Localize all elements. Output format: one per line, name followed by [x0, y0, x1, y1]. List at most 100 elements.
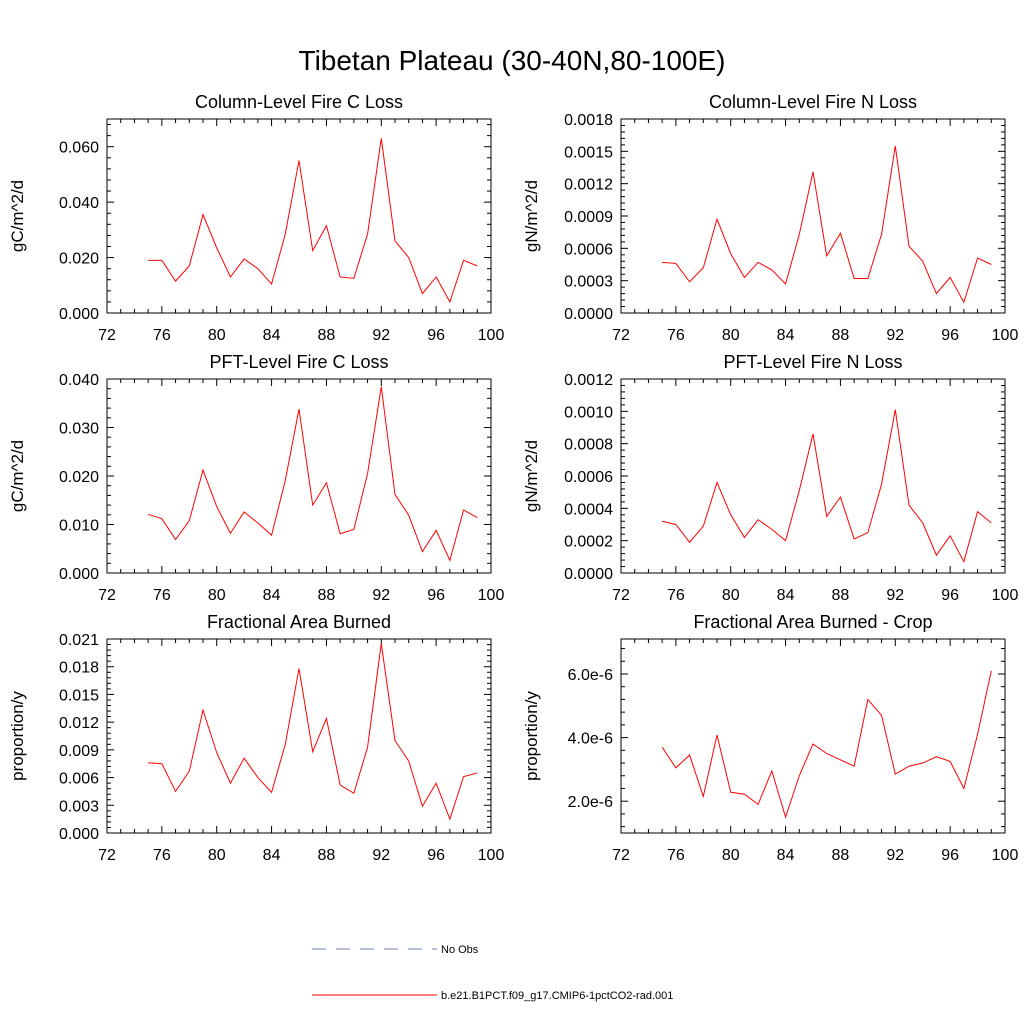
- x-tick-label: 80: [722, 847, 740, 864]
- y-tick-label: 0.0000: [564, 566, 613, 583]
- panel-title: Column-Level Fire C Loss: [195, 92, 403, 112]
- x-tick-label: 96: [427, 327, 445, 344]
- y-tick-label: 0.021: [59, 632, 99, 649]
- x-tick-label: 88: [318, 847, 336, 864]
- y-tick-label: 0.0018: [564, 112, 613, 129]
- y-tick-label: 0.0008: [564, 437, 613, 454]
- y-axis-label: proportion/y: [8, 691, 27, 781]
- series-line: [147, 386, 478, 562]
- x-tick-label: 76: [667, 587, 685, 604]
- chart-panel-3: 72 76 80 84 88 92 96 100 0.000 0.010 0.020 0.030 0.0…: [8, 352, 504, 604]
- y-tick-label: 0.003: [59, 798, 99, 815]
- x-tick-label: 72: [612, 327, 630, 344]
- x-tick-label: 76: [153, 327, 171, 344]
- x-tick-label: 96: [941, 327, 959, 344]
- y-tick-label: 4.0e-6: [568, 731, 613, 748]
- x-tick-label: 84: [777, 587, 795, 604]
- y-tick-label: 0.0006: [564, 469, 613, 486]
- y-tick-label: 0.0003: [564, 274, 613, 291]
- x-tick-label: 76: [153, 847, 171, 864]
- plot-frame: [620, 118, 1006, 314]
- y-tick-label: 0.020: [59, 251, 99, 268]
- figure-title: Tibetan Plateau (30-40N,80-100E): [299, 45, 726, 76]
- x-tick-label: 84: [777, 327, 795, 344]
- x-tick-label: 92: [372, 847, 390, 864]
- y-axis-label: gC/m^2/d: [8, 440, 27, 512]
- x-tick-label: 88: [832, 327, 850, 344]
- x-tick-label: 100: [478, 327, 505, 344]
- y-tick-label: 0.009: [59, 743, 99, 760]
- y-tick-label: 0.0012: [564, 372, 613, 389]
- x-tick-label: 80: [208, 587, 226, 604]
- plot-frame: [620, 378, 1006, 574]
- y-tick-label: 0.0010: [564, 404, 613, 421]
- x-tick-label: 92: [886, 847, 904, 864]
- y-tick-label: 0.040: [59, 372, 99, 389]
- series-line: [148, 643, 478, 821]
- x-tick-label: 80: [208, 327, 226, 344]
- x-tick-label: 72: [612, 587, 630, 604]
- series-line: [661, 670, 992, 819]
- x-tick-label: 96: [941, 847, 959, 864]
- y-tick-label: 0.0015: [564, 144, 613, 161]
- plot-frame: [106, 638, 492, 834]
- legend-label-model-run: b.e21.B1PCT.f09_g17.CMIP6-1pctCO2-rad.00…: [441, 990, 673, 1002]
- x-tick-label: 76: [153, 587, 171, 604]
- y-tick-label: 6.0e-6: [568, 667, 613, 684]
- x-tick-label: 72: [98, 587, 116, 604]
- x-tick-label: 80: [722, 587, 740, 604]
- panel-title: Fractional Area Burned: [207, 612, 391, 632]
- y-axis-label: proportion/y: [522, 691, 541, 781]
- x-tick-label: 92: [372, 587, 390, 604]
- x-tick-label: 72: [98, 327, 116, 344]
- x-tick-label: 72: [612, 847, 630, 864]
- x-tick-label: 96: [941, 587, 959, 604]
- series-line: [662, 145, 992, 304]
- y-tick-label: 2.0e-6: [568, 794, 613, 811]
- x-tick-label: 92: [886, 327, 904, 344]
- y-tick-label: 0.0009: [564, 209, 613, 226]
- y-tick-label: 0.000: [59, 306, 99, 323]
- y-tick-label: 0.006: [59, 771, 99, 788]
- x-tick-label: 88: [832, 587, 850, 604]
- x-tick-label: 88: [318, 327, 336, 344]
- plot-frame: [106, 378, 492, 574]
- y-tick-label: 0.0002: [564, 534, 613, 551]
- y-tick-label: 0.0000: [564, 306, 613, 323]
- y-axis-label: gC/m^2/d: [8, 180, 27, 252]
- y-tick-label: 0.010: [59, 518, 99, 535]
- y-axis-label: gN/m^2/d: [522, 440, 541, 512]
- legend-label-no-obs: No Obs: [441, 944, 479, 956]
- y-tick-label: 0.012: [59, 715, 99, 732]
- x-tick-label: 80: [208, 847, 226, 864]
- y-tick-label: 0.018: [59, 660, 99, 677]
- y-tick-label: 0.0012: [564, 177, 613, 194]
- legend: No Obs b.e21.B1PCT.f09_g17.CMIP6-1pctCO2…: [312, 944, 673, 1002]
- series-line: [662, 409, 992, 564]
- y-tick-label: 0.0004: [564, 501, 613, 518]
- x-tick-label: 84: [263, 587, 281, 604]
- panel-title: PFT-Level Fire C Loss: [209, 352, 388, 372]
- panel-title: Column-Level Fire N Loss: [709, 92, 917, 112]
- panel-title: Fractional Area Burned - Crop: [693, 612, 932, 632]
- y-axis-label: gN/m^2/d: [522, 180, 541, 252]
- x-tick-label: 76: [667, 327, 685, 344]
- x-tick-label: 96: [427, 587, 445, 604]
- y-tick-label: 0.000: [59, 826, 99, 843]
- y-tick-label: 0.000: [59, 566, 99, 583]
- x-tick-label: 88: [318, 587, 336, 604]
- y-tick-label: 0.015: [59, 687, 99, 704]
- x-tick-label: 84: [263, 847, 281, 864]
- panel-title: PFT-Level Fire N Loss: [723, 352, 902, 372]
- x-tick-label: 88: [832, 847, 850, 864]
- x-tick-label: 72: [98, 847, 116, 864]
- x-tick-label: 100: [478, 587, 505, 604]
- y-tick-label: 0.0006: [564, 241, 613, 258]
- x-tick-label: 76: [667, 847, 685, 864]
- plot-frame: [106, 118, 492, 314]
- x-tick-label: 100: [992, 847, 1019, 864]
- legend-entry-model-run: b.e21.B1PCT.f09_g17.CMIP6-1pctCO2-rad.00…: [312, 990, 673, 1002]
- x-tick-label: 92: [886, 587, 904, 604]
- y-tick-label: 0.030: [59, 421, 99, 438]
